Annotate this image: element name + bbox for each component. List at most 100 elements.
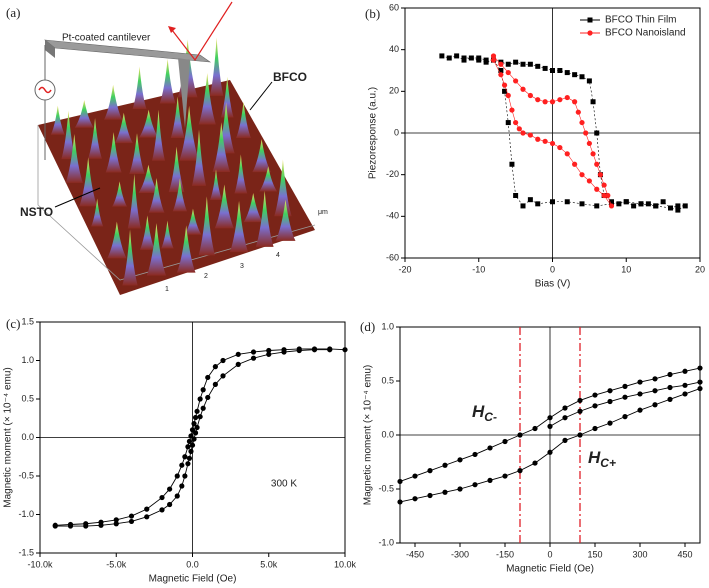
peak xyxy=(151,109,166,161)
marker xyxy=(623,199,629,205)
y-tick-label: -60 xyxy=(386,252,399,262)
x-tick-label: -10.0k xyxy=(27,559,53,569)
y-tick-label: 1.0 xyxy=(21,355,34,365)
marker xyxy=(535,201,541,207)
marker xyxy=(412,473,418,479)
marker xyxy=(577,397,583,404)
marker xyxy=(191,421,197,427)
peak xyxy=(88,118,102,159)
marker xyxy=(182,454,188,460)
marker xyxy=(442,462,448,468)
marker xyxy=(532,460,538,466)
y-axis-label: Magnetic moment (× 10⁻⁴ emu) xyxy=(3,367,14,507)
peak xyxy=(274,159,292,217)
peak xyxy=(198,72,216,125)
marker xyxy=(638,201,644,207)
marker xyxy=(220,357,226,364)
marker xyxy=(128,518,135,525)
marker xyxy=(194,408,200,414)
peak xyxy=(172,178,188,212)
peak xyxy=(105,132,122,173)
reference-subscript: C+ xyxy=(600,456,616,470)
panel-label: (d) xyxy=(360,319,375,334)
film-label: BFCO xyxy=(273,70,307,84)
reference-symbol: H xyxy=(588,448,601,467)
axis-number: 3 xyxy=(240,263,244,270)
y-tick-label: 1.5 xyxy=(21,316,34,326)
marker xyxy=(498,68,504,73)
marker xyxy=(547,415,553,421)
marker xyxy=(516,126,522,132)
peak xyxy=(243,192,263,223)
marker xyxy=(607,388,613,394)
marker xyxy=(682,382,688,388)
marker xyxy=(472,451,478,458)
marker xyxy=(527,61,533,67)
cantilever xyxy=(44,39,212,63)
marker xyxy=(439,53,445,59)
marker xyxy=(446,55,452,61)
marker xyxy=(564,94,570,101)
marker xyxy=(592,392,598,398)
x-tick-label: 0 xyxy=(547,549,552,559)
marker xyxy=(652,402,658,408)
marker xyxy=(212,364,218,370)
y-tick-label: -0.5 xyxy=(18,470,34,480)
cantilever-side xyxy=(45,40,55,58)
peak xyxy=(234,154,248,194)
marker xyxy=(520,86,526,92)
marker xyxy=(547,449,553,455)
peak xyxy=(65,134,83,183)
peak xyxy=(209,37,224,96)
marker xyxy=(667,384,673,391)
marker xyxy=(468,55,474,61)
marker xyxy=(205,394,211,401)
y-axis-label: Piezoresponse (a.u.) xyxy=(368,87,379,179)
marker xyxy=(542,65,548,71)
marker xyxy=(327,347,333,353)
marker xyxy=(652,388,658,394)
marker xyxy=(266,347,272,354)
marker xyxy=(535,63,541,69)
marker xyxy=(549,99,556,105)
marker xyxy=(490,53,497,59)
marker xyxy=(502,473,508,479)
marker xyxy=(527,92,533,99)
marker xyxy=(266,351,272,357)
marker xyxy=(549,140,556,147)
marker xyxy=(513,119,519,126)
marker xyxy=(562,437,568,443)
peak xyxy=(170,96,185,139)
x-axis-label: Magnetic Field (Oe) xyxy=(149,574,237,585)
y-tick-label: -40 xyxy=(386,211,399,221)
marker xyxy=(457,457,463,463)
annotation: 300 K xyxy=(271,478,297,489)
x-tick-label: 5.0k xyxy=(260,559,278,569)
marker xyxy=(597,172,604,178)
marker xyxy=(513,193,519,198)
marker xyxy=(572,99,578,105)
marker xyxy=(622,414,628,420)
marker xyxy=(622,383,628,389)
y-tick-label: -1.0 xyxy=(378,537,394,547)
legend-label: BFCO Nanoisland xyxy=(605,28,686,39)
marker xyxy=(535,136,541,142)
marker xyxy=(592,403,598,409)
marker xyxy=(542,99,548,105)
y-tick-label: -1.0 xyxy=(18,509,34,519)
marker xyxy=(505,61,511,67)
marker xyxy=(577,408,583,414)
laser xyxy=(171,1,233,62)
peak xyxy=(209,169,223,201)
marker xyxy=(235,361,241,367)
afm-panel: (a) Pt-coated cantilever BFCO NSTO μm 1 … xyxy=(6,1,328,295)
marker xyxy=(501,82,508,88)
marker xyxy=(505,92,511,99)
marker xyxy=(505,69,511,76)
marker xyxy=(412,496,418,502)
marker xyxy=(579,201,585,207)
marker xyxy=(235,351,241,357)
marker xyxy=(144,506,150,512)
legend-marker xyxy=(587,17,593,23)
peak xyxy=(132,66,147,109)
